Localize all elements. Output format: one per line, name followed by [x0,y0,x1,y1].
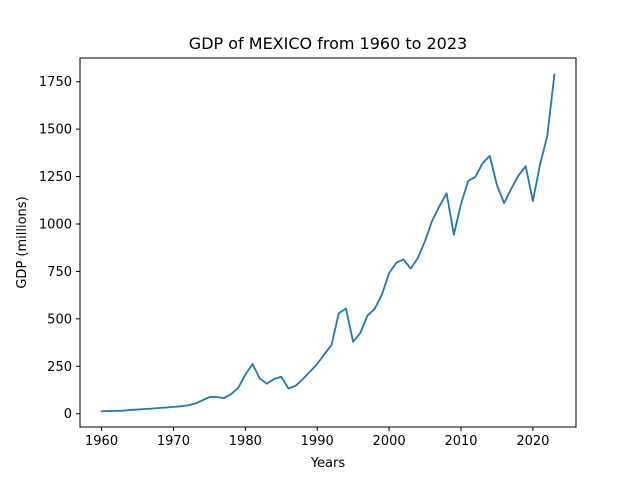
x-tick-label: 2010 [444,434,477,449]
y-tick-label: 1750 [39,75,72,90]
x-axis-label: Years [310,456,346,471]
x-axis-ticks: 1960 1970 1980 1990 2000 2010 2020 [85,427,549,449]
x-tick-label: 1980 [229,434,262,449]
y-tick-label: 1250 [39,170,72,185]
plot-area-frame [79,57,577,428]
y-tick-label: 250 [47,360,72,375]
y-tick-label: 1000 [39,218,72,233]
x-tick-label: 1960 [85,434,118,449]
y-tick-label: 1500 [39,123,72,138]
gdp-series-line [100,73,556,413]
x-tick-label: 2020 [516,434,549,449]
x-tick-label: 2000 [373,434,406,449]
y-tick-label: 750 [47,265,72,280]
series-layer [100,73,556,413]
y-tick-label: 500 [47,312,72,327]
x-tick-label: 1970 [157,434,190,449]
x-tick-label: 1990 [301,434,334,449]
y-tick-label: 0 [64,407,72,422]
chart-title: GDP of MEXICO from 1960 to 2023 [189,34,467,53]
y-axis-ticks: 0 250 500 750 1000 1250 1500 1750 [39,75,80,422]
y-axis-label: GDP (millions) [15,196,30,288]
